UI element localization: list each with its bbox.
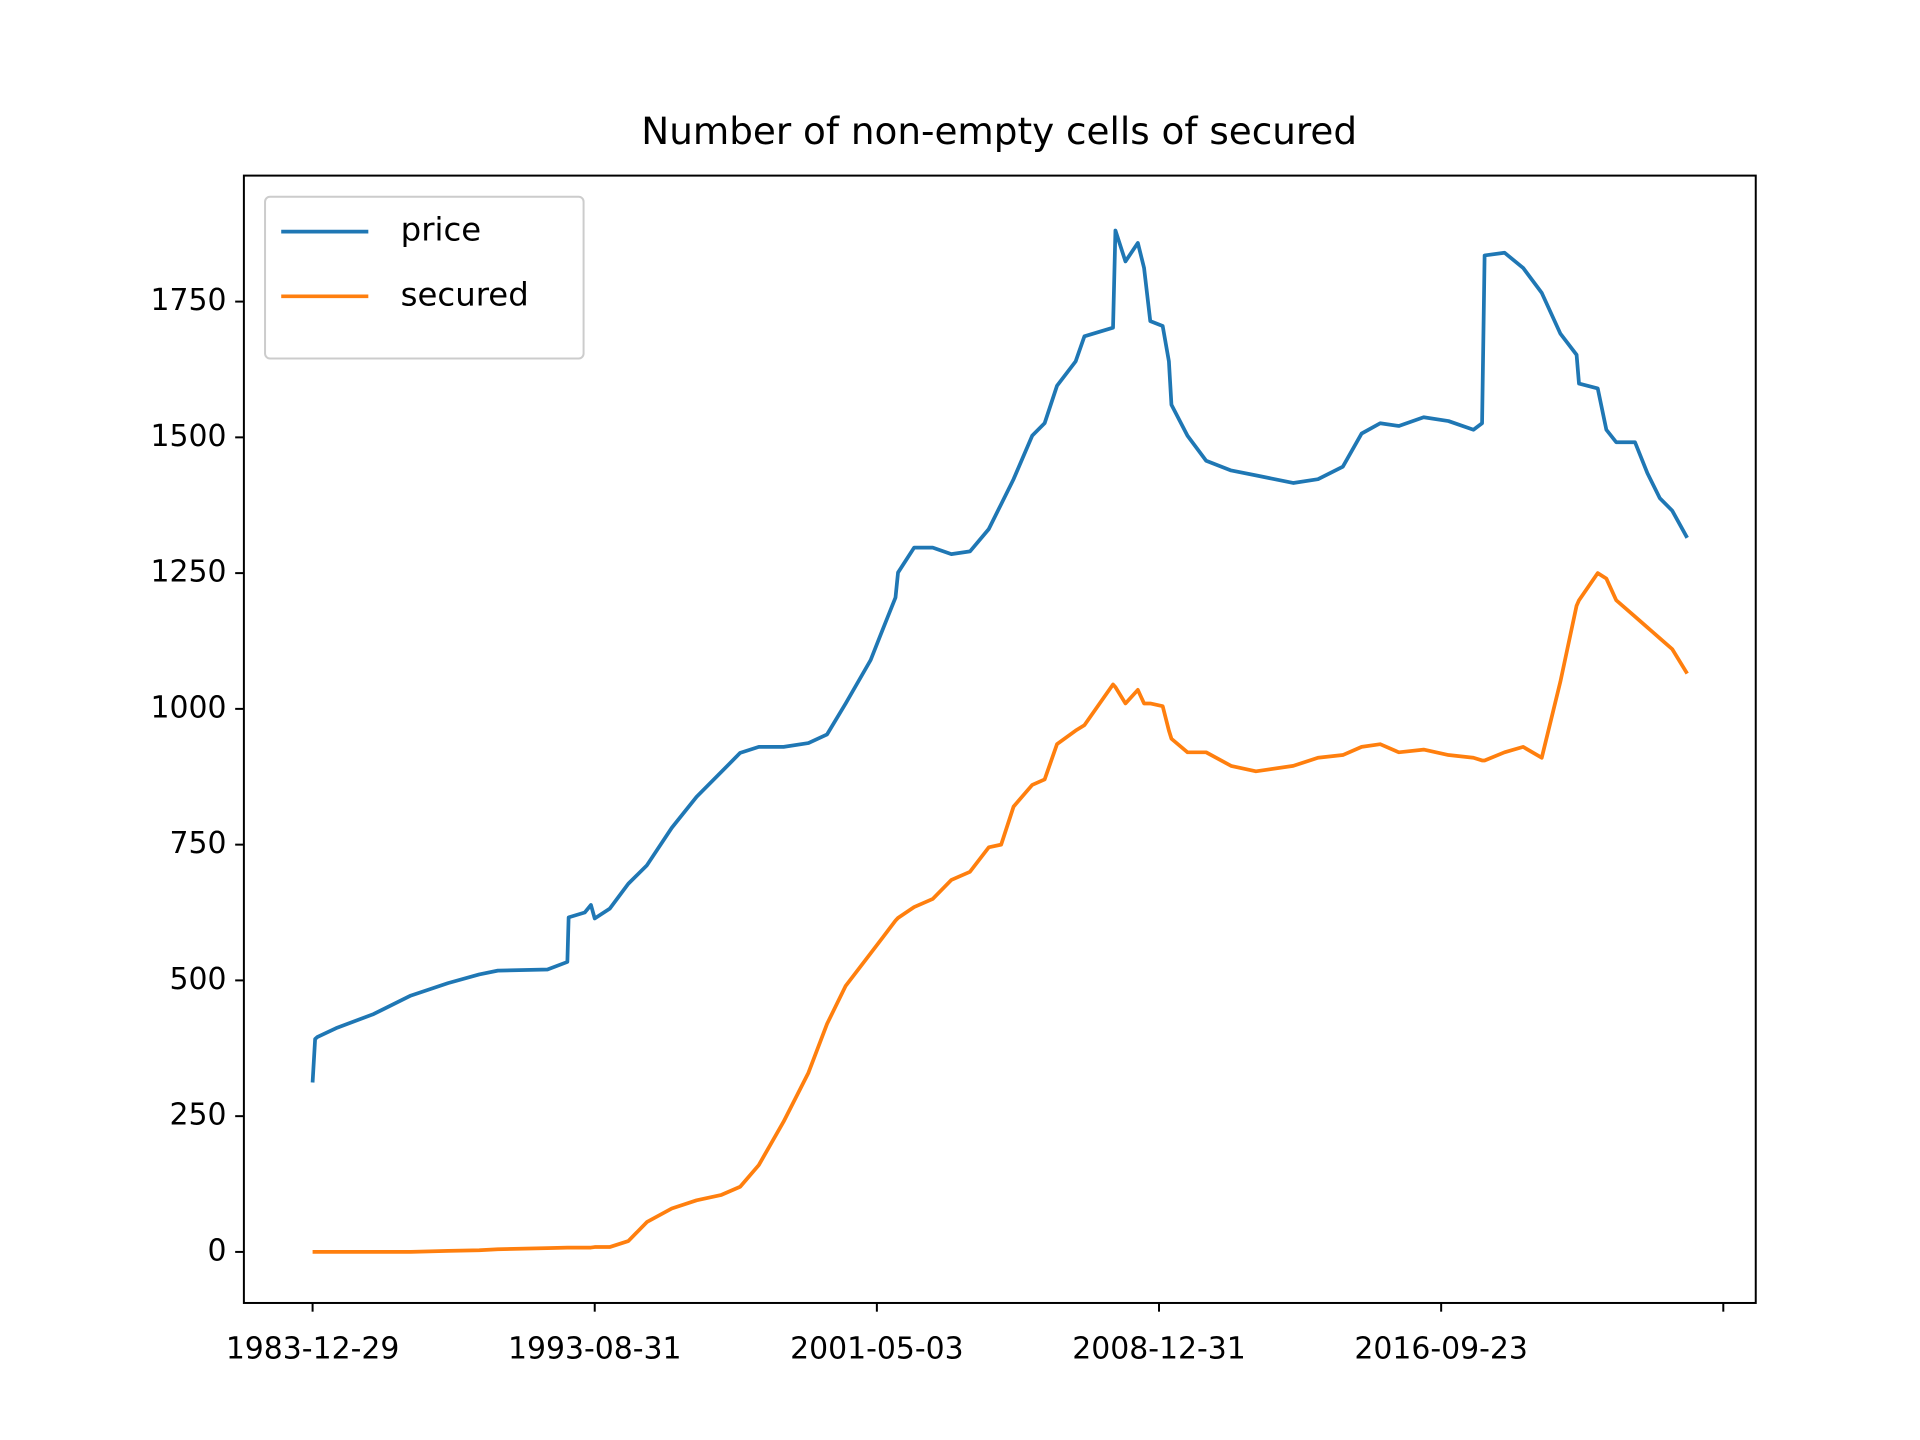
legend-label: secured <box>401 275 529 313</box>
x-tick-label: 2016-09-23 <box>1354 1332 1528 1367</box>
x-tick-label: 2001-05-03 <box>790 1332 964 1367</box>
data-line <box>312 571 1689 1254</box>
y-tick-label: 1250 <box>150 555 226 590</box>
x-tick-label: 1993-08-31 <box>508 1332 682 1367</box>
legend-box <box>264 195 585 360</box>
y-tick-label: 0 <box>207 1233 226 1268</box>
y-tick-label: 750 <box>169 826 226 861</box>
axes-frame <box>242 174 1757 1304</box>
x-tick-label: 1983-12-29 <box>226 1332 400 1367</box>
legend-label: price <box>401 211 482 249</box>
y-tick-label: 1750 <box>150 283 226 318</box>
data-line <box>310 228 1689 1083</box>
x-tick-label: 2008-12-31 <box>1072 1332 1246 1367</box>
y-tick-label: 1500 <box>150 419 226 454</box>
y-tick-label: 500 <box>169 962 226 997</box>
plot-area <box>310 228 1689 1254</box>
chart-title: Number of non-empty cells of secured <box>641 109 1357 153</box>
y-tick-label: 250 <box>169 1098 226 1133</box>
y-tick-label: 1000 <box>150 690 226 725</box>
